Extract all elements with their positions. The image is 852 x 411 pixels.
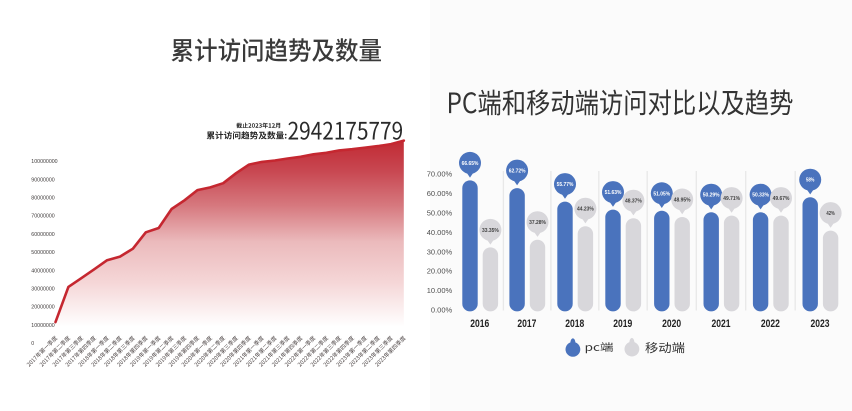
- svg-text:58%: 58%: [806, 178, 814, 184]
- svg-text:10000000: 10000000: [31, 323, 54, 329]
- svg-text:0: 0: [31, 341, 34, 347]
- svg-text:49.67%: 49.67%: [773, 196, 790, 202]
- svg-text:40.00%: 40.00%: [427, 228, 453, 237]
- svg-text:50.33%: 50.33%: [752, 193, 769, 199]
- svg-text:80000000: 80000000: [31, 196, 54, 202]
- svg-text:37.28%: 37.28%: [529, 220, 546, 226]
- svg-text:48.37%: 48.37%: [625, 199, 642, 205]
- svg-text:10.00%: 10.00%: [427, 286, 453, 295]
- svg-text:2023: 2023: [811, 318, 830, 330]
- svg-text:90000000: 90000000: [31, 177, 54, 183]
- svg-text:100000000: 100000000: [31, 159, 57, 165]
- svg-text:2022: 2022: [761, 318, 780, 330]
- svg-text:2016: 2016: [470, 318, 489, 330]
- svg-text:20.00%: 20.00%: [427, 267, 453, 276]
- svg-text:50.00%: 50.00%: [427, 208, 453, 217]
- svg-text:60000000: 60000000: [31, 232, 54, 238]
- svg-text:2018: 2018: [565, 318, 584, 330]
- svg-text:70.00%: 70.00%: [427, 170, 453, 179]
- svg-text:55.77%: 55.77%: [557, 182, 574, 188]
- svg-text:30000000: 30000000: [31, 287, 54, 293]
- svg-text:40000000: 40000000: [31, 268, 54, 274]
- svg-text:0.00%: 0.00%: [431, 306, 453, 315]
- svg-text:44.23%: 44.23%: [577, 207, 594, 213]
- svg-text:50000000: 50000000: [31, 250, 54, 256]
- svg-text:42%: 42%: [826, 211, 834, 217]
- svg-text:2017: 2017: [517, 318, 536, 330]
- svg-text:70000000: 70000000: [31, 214, 54, 220]
- svg-text:50.29%: 50.29%: [703, 193, 720, 199]
- svg-text:30.00%: 30.00%: [427, 247, 453, 256]
- svg-text:51.63%: 51.63%: [605, 190, 622, 196]
- svg-text:33.35%: 33.35%: [482, 228, 499, 234]
- svg-text:60.00%: 60.00%: [427, 189, 453, 198]
- svg-text:2021: 2021: [712, 318, 731, 330]
- svg-text:66.65%: 66.65%: [462, 161, 479, 167]
- svg-text:2019: 2019: [613, 318, 632, 330]
- svg-text:51.05%: 51.05%: [653, 191, 670, 197]
- svg-text:49.71%: 49.71%: [723, 196, 740, 202]
- svg-text:20000000: 20000000: [31, 305, 54, 311]
- svg-text:62.72%: 62.72%: [509, 169, 526, 175]
- svg-text:2020: 2020: [662, 318, 681, 330]
- svg-text:48.95%: 48.95%: [674, 198, 691, 204]
